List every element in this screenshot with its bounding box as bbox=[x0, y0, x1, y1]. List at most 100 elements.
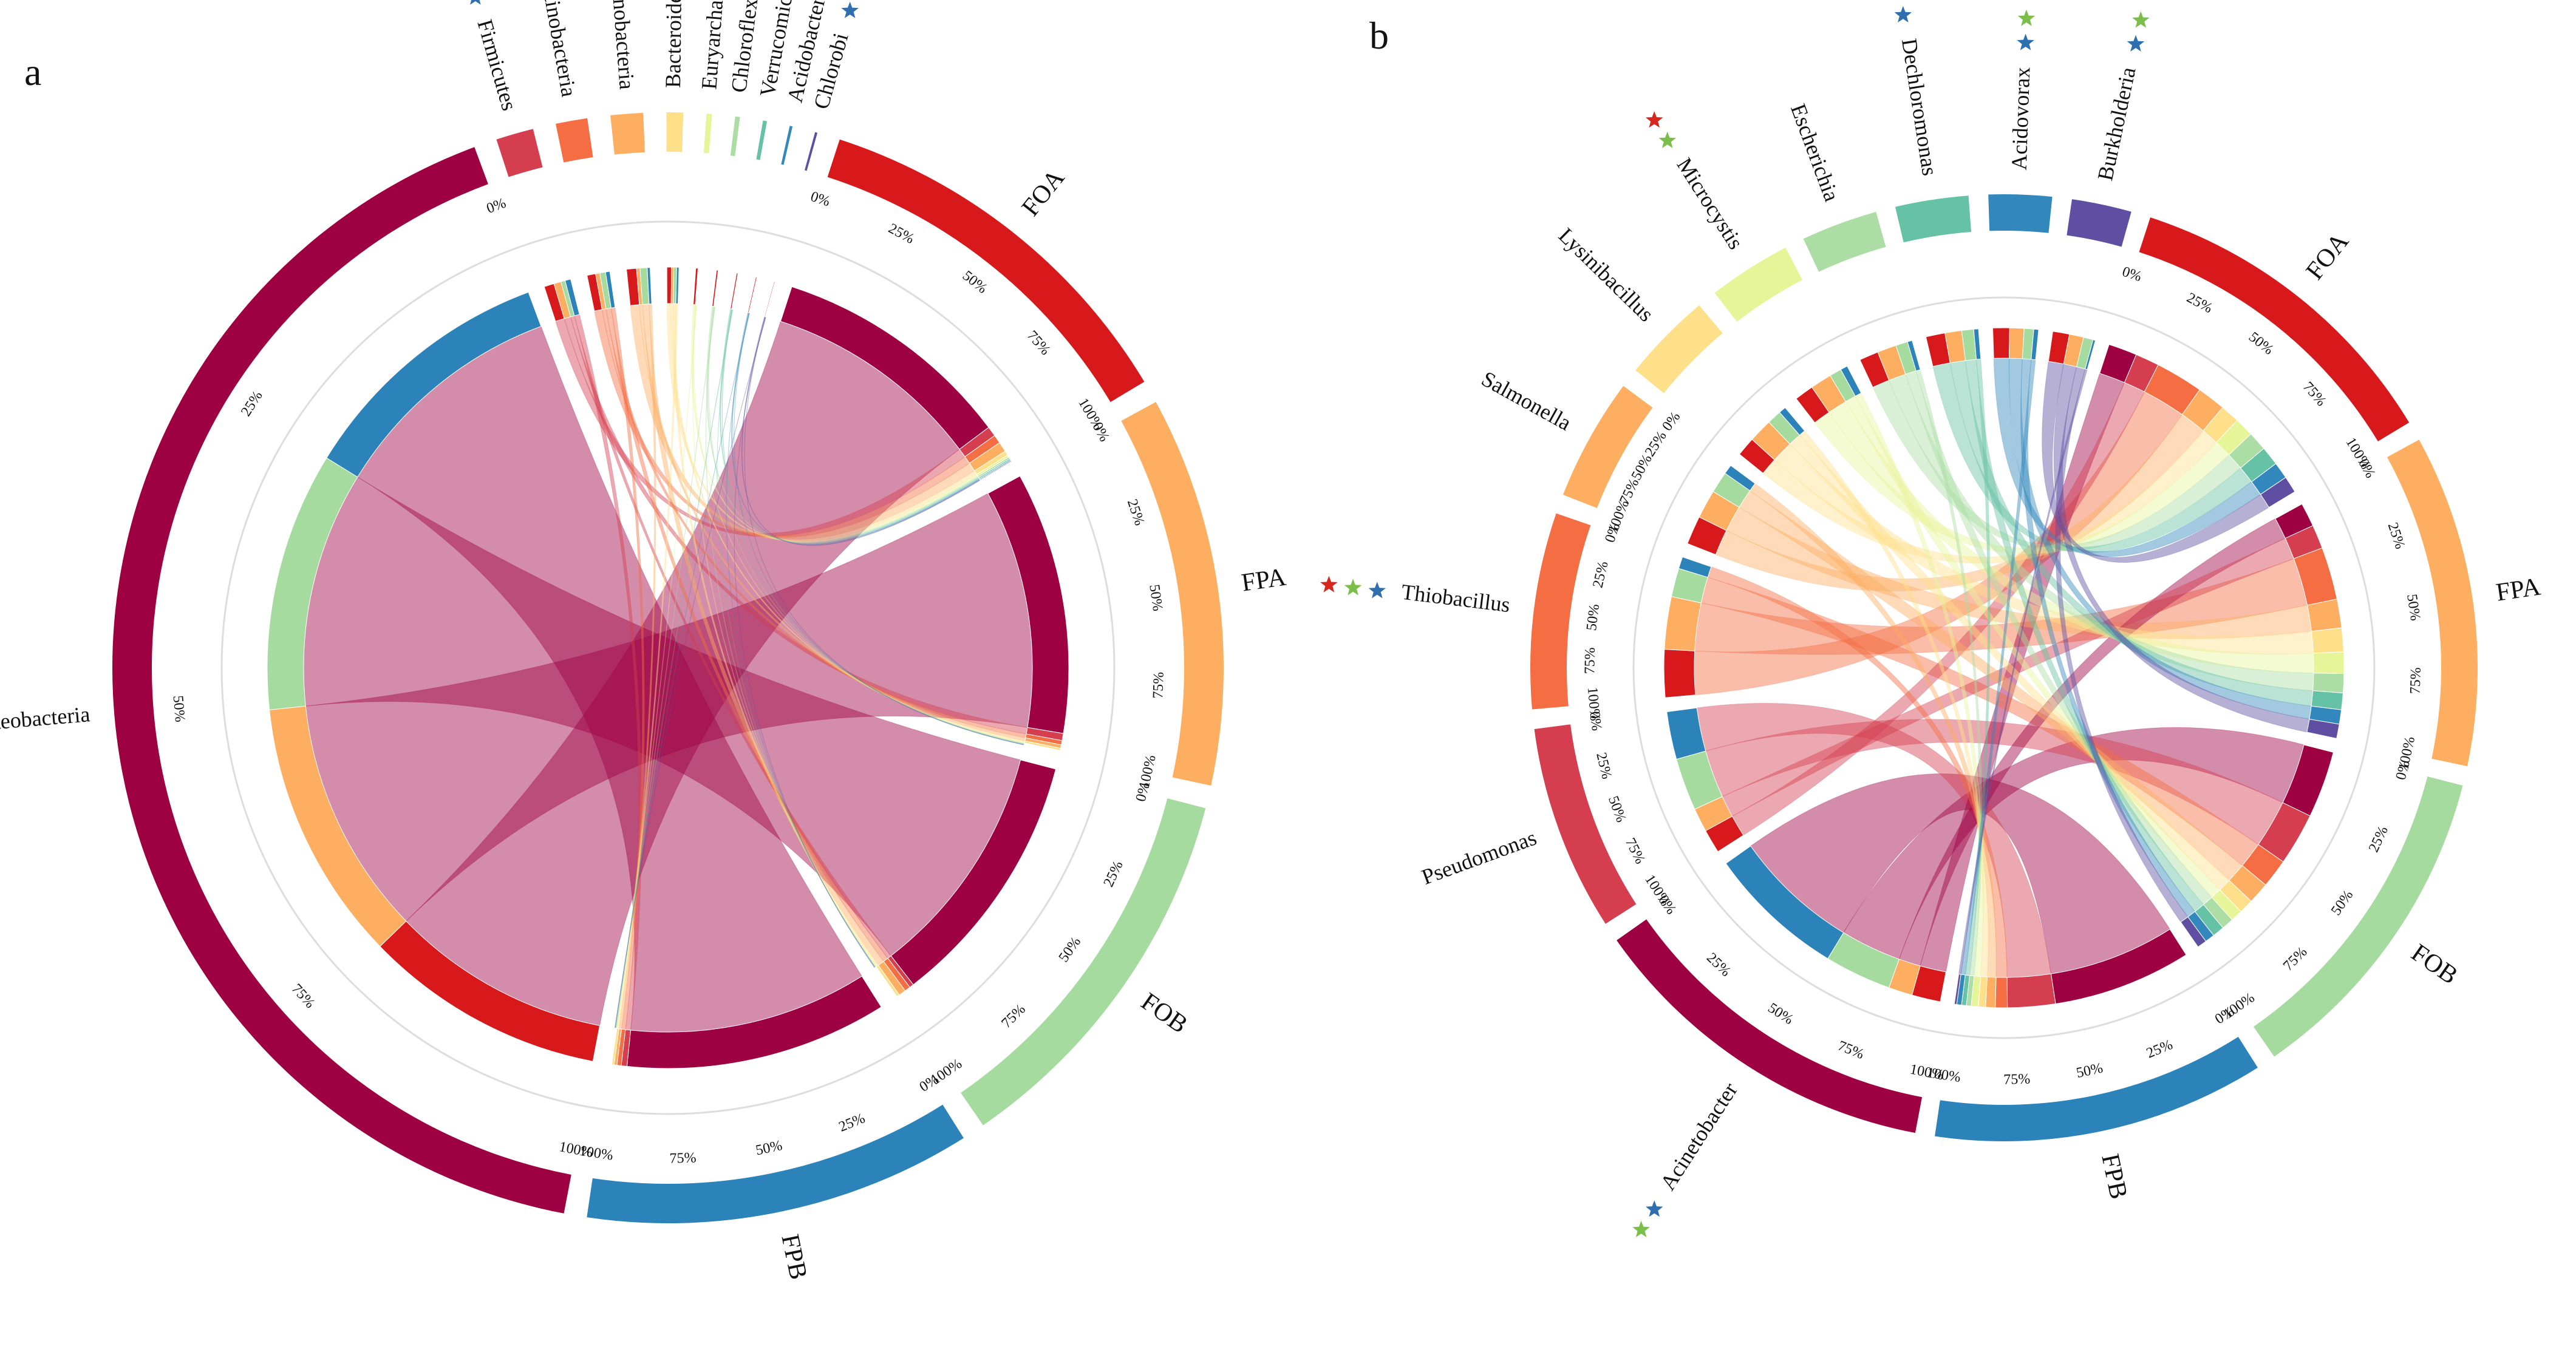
group-arc-fpa bbox=[1121, 402, 1224, 786]
tick-fob-3: 75% bbox=[2280, 944, 2311, 974]
group-label-fpa: FPA bbox=[1240, 563, 1289, 597]
star-blue-acinetobacter bbox=[1646, 1200, 1663, 1217]
inner-track-escherichia-fpb bbox=[1907, 340, 1921, 372]
inner-track-lysinibacillus-fpb bbox=[1779, 407, 1805, 436]
tick-fpa-1: 25% bbox=[2385, 521, 2408, 551]
group-arc-foa bbox=[2139, 217, 2410, 442]
inner-track-chlorobi-fpb bbox=[765, 281, 777, 318]
tick-fob-2: 50% bbox=[1056, 934, 1085, 965]
inner-track-acidovorax-foa bbox=[1992, 327, 2010, 359]
tick-fpa-2: 50% bbox=[2404, 593, 2423, 622]
member-label-firmicutes: Firmicutes bbox=[472, 17, 522, 114]
inner-track-acinetobacter-fpb bbox=[1725, 845, 1844, 959]
inner-track-thiobacillus-foa bbox=[1663, 648, 1696, 698]
inner-track-chloroflexi-fpb bbox=[714, 270, 721, 307]
member-arc-euryarchaeota bbox=[703, 114, 712, 154]
tick-foa-3: 75% bbox=[1024, 328, 1054, 358]
tick-acinetobacter-1: 75% bbox=[1836, 1038, 1867, 1063]
inner-track-acidovorax-fpb bbox=[2031, 328, 2039, 361]
inner-track-fpb-thiobacillus bbox=[1995, 977, 2008, 1008]
member-label-thiobacillus: Thiobacillus bbox=[1400, 580, 1511, 617]
tick-fob-0: 0% bbox=[2393, 759, 2413, 781]
star-green-thiobacillus bbox=[1344, 579, 1362, 596]
star-blue-firmicutes bbox=[470, 0, 481, 5]
inner-track-foa-burkholderia bbox=[2260, 477, 2295, 508]
star-green-acidovorax bbox=[2017, 9, 2036, 26]
member-arc-chloroflexi bbox=[730, 116, 740, 157]
member-label-lysinibacillus: Lysinibacillus bbox=[1554, 223, 1658, 327]
member-arc-cyanobacteria bbox=[610, 112, 646, 155]
star-blue-thiobacillus bbox=[1368, 582, 1386, 599]
member-arc-chlorobi bbox=[805, 132, 818, 171]
member-label-cyanobacteria: Cyanobacteria bbox=[605, 0, 639, 90]
tick-salmonella-4: 0% bbox=[1659, 409, 1683, 434]
tick-proteobacteria-1: 75% bbox=[288, 981, 318, 1011]
group-label-fpb: FPB bbox=[2096, 1152, 2133, 1202]
inner-track-cyanobacteria-fpb bbox=[647, 267, 652, 305]
member-arc-bacteroidetes bbox=[666, 112, 684, 152]
tick-fob-1: 25% bbox=[1101, 858, 1126, 889]
member-label-microcystis: Microcystis bbox=[1672, 154, 1748, 254]
member-arc-acinetobacter bbox=[1617, 919, 1923, 1133]
tick-foa-3: 75% bbox=[2300, 379, 2329, 409]
member-label-burkholderia: Burkholderia bbox=[2093, 65, 2140, 183]
member-arc-lysinibacillus bbox=[1635, 305, 1723, 393]
member-arc-pseudomonas bbox=[1534, 724, 1637, 924]
inner-track-fpa-salmonella bbox=[2306, 599, 2342, 632]
panel-letter: a bbox=[24, 50, 41, 93]
tick-pseudomonas-4: 0% bbox=[1586, 710, 1604, 732]
member-arc-salmonella bbox=[1562, 385, 1653, 508]
inner-track-fpa-burkholderia bbox=[2306, 719, 2340, 739]
member-label-proteobacteria: Proteobacteria bbox=[0, 702, 91, 736]
tick-fpa-3: 75% bbox=[1150, 671, 1167, 699]
member-label-euryarchaeota: Euryarchaeota bbox=[697, 0, 730, 90]
tick-proteobacteria-2: 50% bbox=[170, 695, 188, 723]
member-label-actinobacteria: Actinobacteria bbox=[535, 0, 581, 98]
star-blue-chlorobi bbox=[841, 1, 859, 18]
member-arc-verrucomicrobia bbox=[756, 120, 768, 160]
group-arc-fpb bbox=[587, 1104, 964, 1224]
guide-circle bbox=[1632, 296, 2376, 1039]
tick-acinetobacter-2: 50% bbox=[1765, 1000, 1796, 1028]
inner-track-burkholderia-fpb bbox=[2085, 339, 2096, 370]
tick-foa-0: 0% bbox=[2120, 264, 2143, 285]
tick-fpb-2: 50% bbox=[754, 1138, 783, 1159]
inner-track-fob-chlorobi bbox=[874, 967, 896, 999]
inner-track-fpa-microcystis bbox=[2312, 651, 2345, 674]
group-arc-fpb bbox=[1935, 1036, 2258, 1142]
ribbon-escherichia-fpa bbox=[1889, 373, 2314, 691]
tick-fob-1: 25% bbox=[2366, 824, 2391, 855]
inner-track-fob-burkholderia bbox=[2180, 916, 2207, 948]
inner-track-microcystis-fpb bbox=[1840, 365, 1862, 397]
tick-pseudomonas-2: 50% bbox=[1605, 794, 1629, 824]
inner-track-fpb-chlorobi bbox=[609, 1027, 616, 1065]
member-arc-acidovorax bbox=[1988, 194, 2053, 233]
group-arc-fob bbox=[2253, 776, 2463, 1057]
tick-fpa-3: 75% bbox=[2407, 667, 2424, 694]
member-arc-firmicutes bbox=[496, 129, 543, 177]
tick-thiobacillus-3: 25% bbox=[1590, 560, 1611, 589]
inner-track-firmicutes-fpb bbox=[564, 279, 580, 316]
member-arc-dechloromonas bbox=[1895, 195, 1972, 243]
group-label-fob: FOB bbox=[1136, 988, 1193, 1039]
tick-fpb-1: 25% bbox=[837, 1110, 868, 1135]
member-label-acinetobacter: Acinetobacter bbox=[1655, 1078, 1742, 1194]
ribbon-acidovorax-foa bbox=[1993, 358, 2261, 557]
member-arc-proteobacteria bbox=[112, 147, 571, 1214]
star-green-acinetobacter bbox=[1632, 1220, 1650, 1238]
tick-foa-1: 25% bbox=[886, 220, 917, 247]
tick-pseudomonas-0: 100% bbox=[1641, 872, 1673, 909]
inner-track-pseudomonas-fpb bbox=[1666, 707, 1706, 760]
member-arc-burkholderia bbox=[2067, 199, 2131, 247]
inner-track-acidobacteria-fpb bbox=[749, 277, 758, 313]
inner-track-fpa-escherichia bbox=[2312, 673, 2345, 694]
tick-fpb-3: 75% bbox=[2003, 1071, 2031, 1087]
tick-fpa-2: 50% bbox=[1146, 583, 1165, 612]
tick-thiobacillus-0: 100% bbox=[1584, 687, 1603, 722]
tick-foa-1: 25% bbox=[2184, 290, 2215, 317]
member-label-bacteroidetes: Bacteroidetes bbox=[661, 0, 686, 88]
tick-proteobacteria-0: 100% bbox=[558, 1139, 595, 1161]
group-arc-foa bbox=[827, 139, 1145, 402]
tick-fpb-3: 75% bbox=[669, 1150, 697, 1166]
member-arc-escherichia bbox=[1803, 211, 1886, 272]
